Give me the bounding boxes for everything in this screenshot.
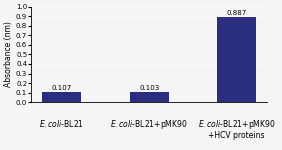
Text: $\it{E. coli}$-BL21+pMK90: $\it{E. coli}$-BL21+pMK90: [110, 118, 188, 131]
Text: 0.107: 0.107: [52, 85, 72, 91]
Bar: [42, 92, 81, 102]
Text: $\it{E. coli}$-BL21+pMK90: $\it{E. coli}$-BL21+pMK90: [198, 118, 276, 131]
Text: +HCV proteins: +HCV proteins: [208, 131, 265, 140]
Bar: [217, 17, 256, 102]
Bar: [129, 92, 169, 102]
Y-axis label: Absorbance (nm): Absorbance (nm): [4, 21, 13, 87]
Text: $\it{E. coli}$-BL21: $\it{E. coli}$-BL21: [39, 118, 84, 129]
Text: 0.103: 0.103: [139, 85, 159, 91]
Text: 0.887: 0.887: [227, 10, 247, 16]
